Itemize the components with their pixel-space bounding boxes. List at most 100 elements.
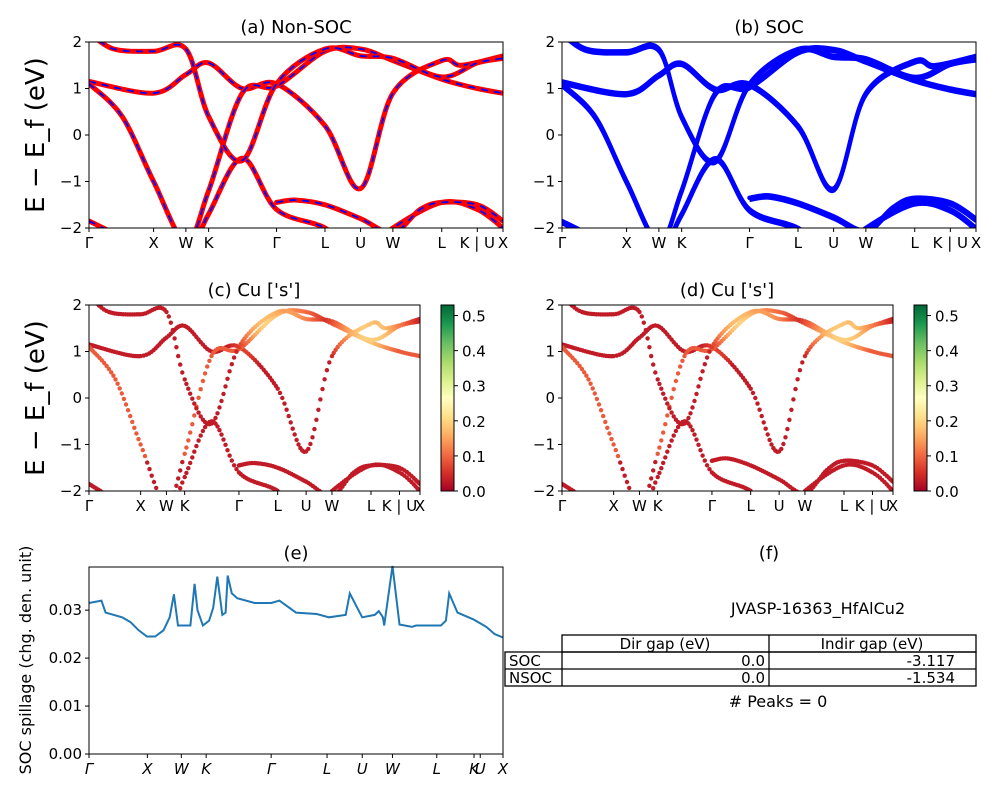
projected-point bbox=[182, 451, 187, 456]
projected-point bbox=[215, 424, 220, 429]
projected-point bbox=[121, 396, 127, 402]
projected-point bbox=[282, 401, 287, 406]
projected-point bbox=[607, 431, 612, 436]
projected-point bbox=[890, 479, 893, 484]
projected-point bbox=[234, 349, 239, 354]
projected-point bbox=[671, 387, 676, 392]
x-tick-label: Γ bbox=[558, 497, 567, 515]
projected-point bbox=[767, 437, 772, 443]
colorbar-tick-label: 0.3 bbox=[935, 378, 959, 396]
projected-point bbox=[690, 405, 695, 410]
projected-point bbox=[215, 411, 220, 416]
soc-band-2 bbox=[562, 156, 976, 228]
projected-point bbox=[667, 443, 672, 449]
projected-point bbox=[192, 401, 197, 406]
x-tick-label: K bbox=[653, 497, 664, 515]
x-tick-label: U bbox=[475, 760, 486, 778]
projected-point bbox=[207, 358, 212, 363]
projected-point bbox=[190, 422, 195, 427]
projected-point bbox=[115, 381, 120, 386]
projected-point bbox=[113, 377, 118, 382]
projected-point bbox=[800, 360, 805, 365]
x-tick-label: K bbox=[204, 234, 215, 252]
projected-point bbox=[229, 458, 234, 463]
projected-point bbox=[680, 358, 685, 363]
panel-b-y-ticks: −2 −1 0 1 2 bbox=[533, 33, 562, 237]
projected-point bbox=[671, 414, 676, 419]
x-tick-label: Γ bbox=[85, 760, 95, 778]
projected-point bbox=[166, 314, 171, 319]
soc-band-split-2 bbox=[562, 159, 975, 228]
projected-point bbox=[667, 406, 672, 411]
projected-point bbox=[755, 401, 760, 406]
projected-point bbox=[793, 386, 798, 392]
x-tick-label: Γ bbox=[558, 234, 567, 252]
projected-point bbox=[109, 370, 114, 375]
projected-point bbox=[132, 425, 137, 430]
projected-point bbox=[748, 488, 753, 491]
projected-point bbox=[566, 300, 570, 304]
projected-point bbox=[663, 422, 668, 427]
projected-point bbox=[588, 381, 593, 386]
projected-point bbox=[659, 466, 664, 471]
panel-c-projected-bands bbox=[89, 305, 420, 495]
projected-point bbox=[577, 363, 582, 369]
projected-point bbox=[653, 370, 658, 375]
colorbar-tick-label: 0.1 bbox=[462, 448, 486, 466]
projected-point bbox=[417, 353, 420, 359]
x-tick-label: Γ bbox=[708, 497, 717, 515]
colorbar-tick-label: 0.4 bbox=[935, 343, 959, 361]
projected-point bbox=[308, 441, 313, 447]
projected-point bbox=[890, 353, 893, 359]
panel-d-title: (d) Cu ['s'] bbox=[680, 280, 774, 301]
projected-point bbox=[603, 419, 608, 425]
projected-point bbox=[221, 437, 226, 442]
colorbar-gradient bbox=[440, 304, 455, 492]
x-tick-label: L bbox=[323, 760, 331, 778]
projected-point bbox=[702, 362, 707, 367]
projected-point bbox=[578, 493, 582, 497]
nonsoc-band-dash-1 bbox=[89, 46, 503, 228]
x-tick-label: L bbox=[273, 497, 282, 515]
projected-point bbox=[576, 492, 580, 496]
projected-point bbox=[136, 436, 141, 442]
y-tick-label: 1 bbox=[72, 80, 82, 98]
projected-point bbox=[785, 426, 790, 432]
projected-point bbox=[123, 402, 129, 407]
panel-b-bands bbox=[562, 42, 976, 228]
panel-d-projected-bands bbox=[562, 300, 893, 497]
projected-point bbox=[653, 459, 658, 465]
projected-point bbox=[196, 438, 201, 443]
projected-point bbox=[217, 405, 222, 410]
projected-point bbox=[125, 408, 131, 413]
x-tick-label: W bbox=[178, 234, 193, 252]
panel-e-x-ticks: Γ X W K Γ L U W L KU X bbox=[85, 754, 509, 778]
projected-point bbox=[294, 437, 299, 443]
projected-point bbox=[694, 437, 699, 442]
projected-point bbox=[417, 319, 420, 324]
projected-point bbox=[748, 386, 753, 391]
row-soc-dir: 0.0 bbox=[741, 652, 765, 670]
projected-point bbox=[184, 445, 189, 450]
y-tick-label: 0.03 bbox=[49, 601, 82, 619]
projected-point bbox=[655, 451, 660, 456]
projected-point bbox=[192, 413, 197, 418]
projected-point bbox=[618, 460, 623, 465]
projected-point bbox=[696, 384, 701, 389]
projected-point bbox=[227, 453, 232, 458]
projected-point bbox=[622, 473, 627, 478]
projected-point bbox=[188, 391, 193, 396]
projected-point bbox=[229, 362, 234, 367]
nonsoc-band-dash-3 bbox=[276, 199, 503, 228]
projected-point bbox=[178, 468, 183, 473]
projected-point bbox=[334, 491, 338, 495]
x-tick-label: L bbox=[321, 234, 330, 252]
x-tick-label: K | U bbox=[855, 497, 890, 515]
projected-point bbox=[763, 426, 768, 431]
projected-point bbox=[750, 390, 756, 396]
projected-point bbox=[182, 474, 187, 480]
projected-point bbox=[686, 415, 691, 421]
projected-point bbox=[296, 442, 301, 447]
